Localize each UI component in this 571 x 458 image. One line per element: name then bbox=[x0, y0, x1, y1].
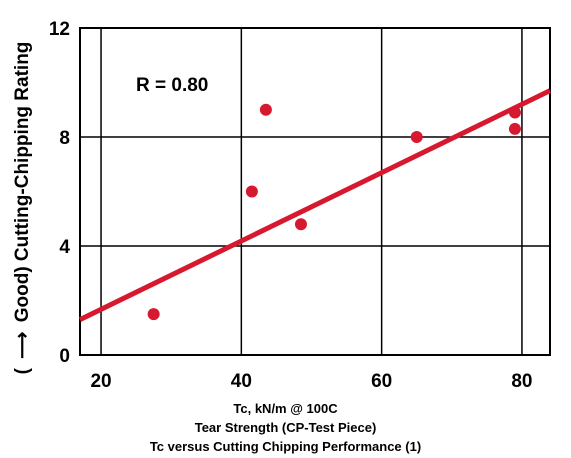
data-point bbox=[508, 122, 521, 135]
trendline bbox=[78, 88, 552, 322]
y-axis-label-open: ( bbox=[12, 367, 33, 374]
data-point bbox=[410, 131, 423, 143]
y-tick-label: 12 bbox=[49, 19, 70, 40]
data-point bbox=[508, 106, 521, 119]
data-points bbox=[147, 103, 521, 321]
tick-labels: 20 40 60 80 0 4 8 12 bbox=[49, 19, 533, 392]
y-axis-label-text: Good) Cutting-Chipping Rating bbox=[12, 42, 33, 323]
y-tick-label: 8 bbox=[59, 128, 70, 149]
data-point bbox=[147, 308, 160, 321]
x-axis-label: Tc, kN/m @ 100C bbox=[233, 401, 338, 416]
y-axis-arrow-icon: ⟶ bbox=[12, 332, 33, 359]
y-tick-label: 0 bbox=[59, 346, 70, 367]
data-point bbox=[294, 218, 307, 231]
r-value-annotation: R = 0.80 bbox=[136, 75, 208, 96]
data-point bbox=[245, 185, 258, 198]
svg-text:( ⟶ Good) Cutting-: ( ⟶ Good) Cutting-Chipping Rating bbox=[12, 42, 33, 375]
x-tick-label: 80 bbox=[511, 371, 532, 392]
x-tick-label: 40 bbox=[231, 371, 252, 392]
plot-frame bbox=[79, 27, 551, 356]
y-tick-label: 4 bbox=[59, 237, 70, 258]
y-axis-label: ( ⟶ Good) Cutting-Chipping Rating bbox=[12, 42, 33, 375]
data-point bbox=[259, 103, 272, 116]
x-tick-label: 20 bbox=[90, 371, 111, 392]
chart-subtitle: Tear Strength (CP-Test Piece) bbox=[194, 420, 377, 435]
chart-caption: Tc versus Cutting Chipping Performance (… bbox=[149, 439, 422, 454]
x-tick-label: 60 bbox=[371, 371, 392, 392]
